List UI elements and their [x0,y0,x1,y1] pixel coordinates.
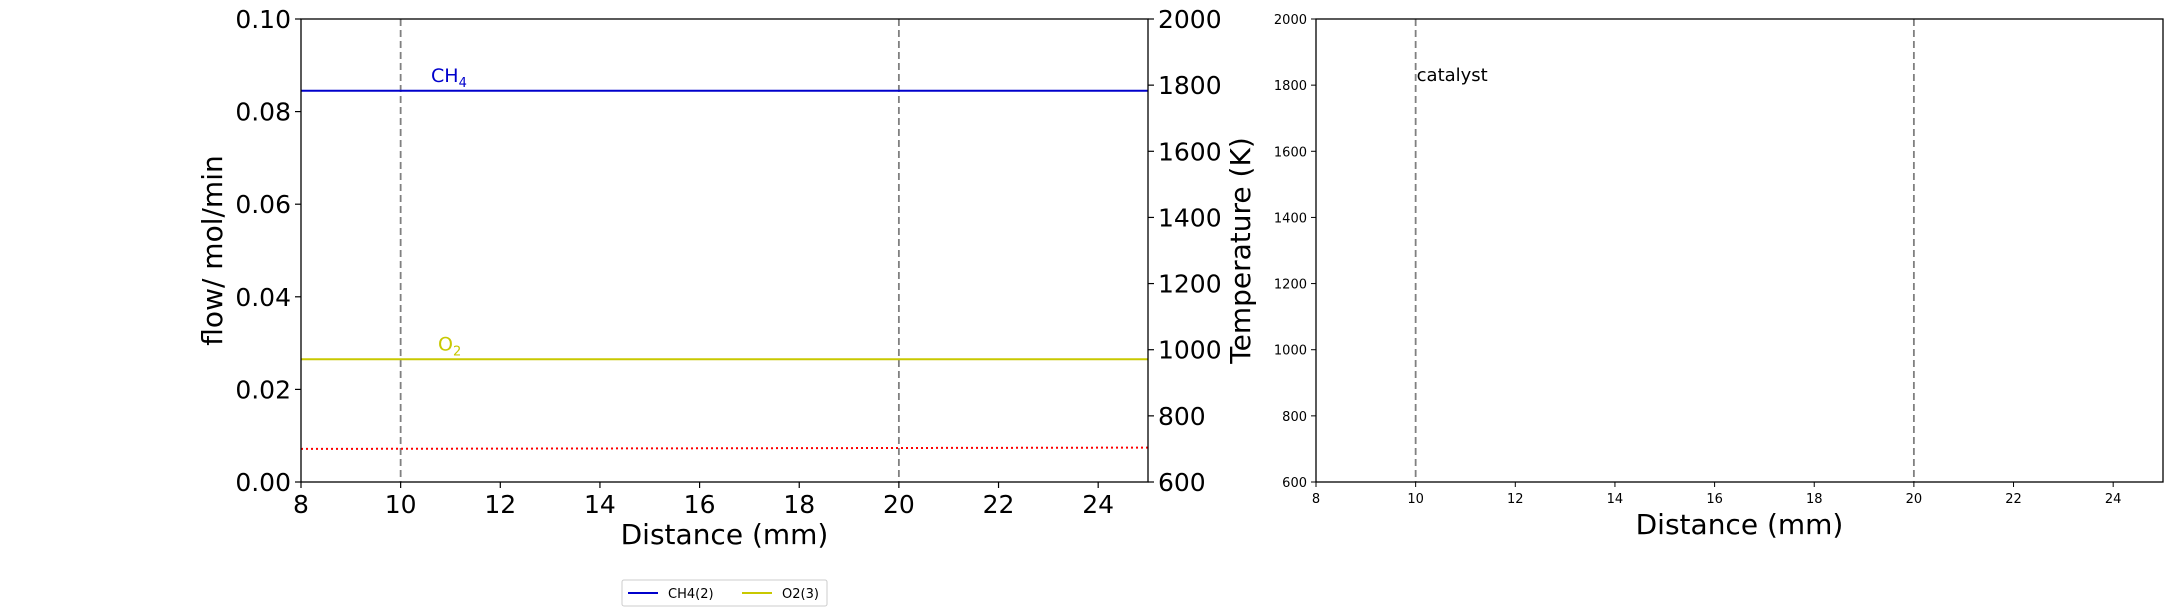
legend-box [621,579,828,607]
y-tick-label-2: 0.04 [235,283,291,312]
y-tick-label-2: 1000 [1274,344,1307,359]
x-tick-label-3: 14 [584,490,616,519]
plot-frame [300,18,1149,483]
chart-left: CH4 O2 8 10 12 14 16 18 20 22 24 0.00 0.02 0.04 0.06 0.… [196,5,1257,551]
x-tick-label-4: 16 [684,490,716,519]
y2-tick-label-2: 1000 [1158,336,1222,365]
x-tick-label-5: 18 [783,490,815,519]
x-tick-label-7: 22 [2005,492,2022,507]
y2-axis-label: Temperature (K) [1224,137,1257,364]
series-label-1: O2 [438,333,461,359]
y-tick-label-0: 0.00 [235,468,291,497]
y-tick-label-7: 2000 [1274,13,1307,28]
x-axis-label: Distance (mm) [621,518,829,551]
x-tick-label-2: 12 [1507,492,1524,507]
x-tick-label-8: 24 [2105,492,2122,507]
catalyst-annotation: catalyst [1417,65,1488,86]
y-tick-label-3: 1200 [1274,278,1307,293]
y-tick-label-4: 1400 [1274,211,1307,226]
x-axis-label: Distance (mm) [1636,508,1844,541]
x-tick-label-0: 8 [293,490,309,519]
plot-frame [1315,18,2164,483]
y-tick-label-0: 600 [1282,476,1307,491]
series-line-2 [300,446,1149,450]
y-axis-label: flow/ mol/min [196,155,229,345]
y2-tick-label-0: 600 [1158,468,1206,497]
y2-tick-label-4: 1400 [1158,203,1222,232]
x-tick-label-2: 12 [484,490,516,519]
y2-tick-label-1: 800 [1158,402,1206,431]
x-tick-label-7: 22 [983,490,1015,519]
y-tick-label-6: 1800 [1274,79,1307,94]
x-tick-label-4: 16 [1706,492,1723,507]
chart-right: 8 10 12 14 16 18 20 22 24 600 800 1000 1200 1400 1600 1… [1274,13,2164,541]
y-tick-label-1: 0.02 [235,375,291,404]
x-tick-label-1: 10 [1407,492,1424,507]
y-tick-label-1: 800 [1282,410,1307,425]
x-tick-label-1: 10 [385,490,417,519]
x-tick-label-0: 8 [1312,492,1320,507]
x-tick-label-6: 20 [883,490,915,519]
legend-label-0: CH4(2) [668,587,714,602]
y2-tick-label-6: 1800 [1158,71,1222,100]
x-tick-label-6: 20 [1906,492,1923,507]
y-tick-label-3: 0.06 [235,190,291,219]
y2-tick-label-3: 1200 [1158,270,1222,299]
y2-tick-label-5: 1600 [1158,137,1222,166]
legend: CH4(2) O2(3) [621,579,828,607]
y-tick-label-5: 0.10 [235,5,291,34]
y-tick-label-5: 1600 [1274,145,1307,160]
x-tick-label-5: 18 [1806,492,1823,507]
legend-label-1: O2(3) [782,587,819,602]
y-tick-label-4: 0.08 [235,98,291,127]
series-label-0: CH4 [431,65,467,91]
y2-tick-label-7: 2000 [1158,5,1222,34]
x-tick-label-8: 24 [1082,490,1114,519]
x-tick-label-3: 14 [1607,492,1624,507]
